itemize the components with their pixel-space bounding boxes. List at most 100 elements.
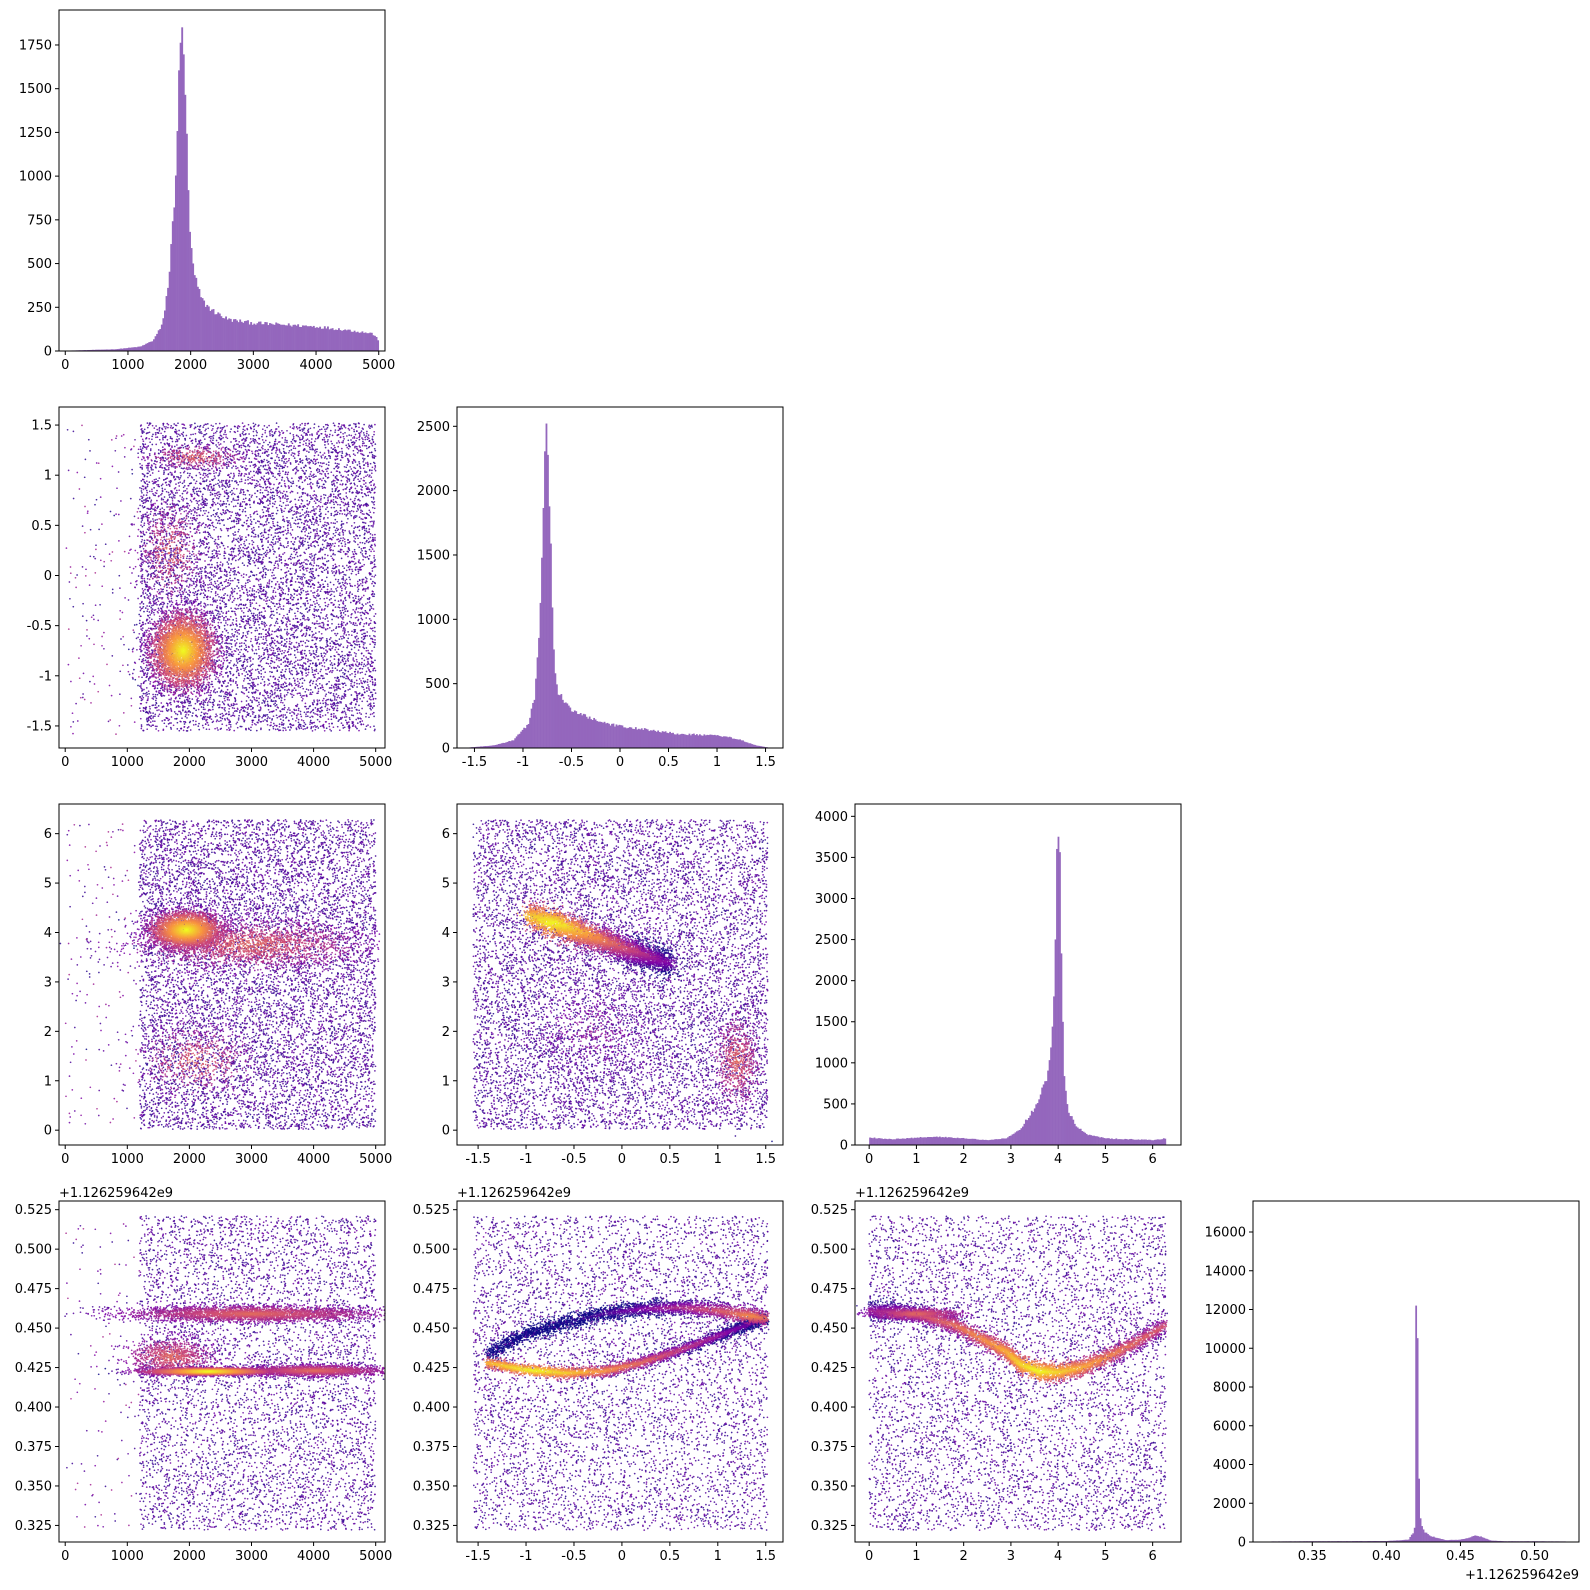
scatter-point — [366, 690, 368, 692]
scatter-point — [310, 498, 312, 500]
scatter-point — [357, 590, 359, 592]
scatter-point — [310, 660, 312, 662]
scatter-point — [203, 510, 205, 512]
scatter-point — [230, 673, 232, 675]
scatter-point — [268, 629, 270, 631]
scatter-point — [216, 430, 218, 432]
scatter-point — [231, 480, 233, 482]
scatter-point — [150, 513, 152, 515]
scatter-point — [217, 508, 219, 510]
scatter-point — [262, 567, 264, 569]
scatter-point — [340, 426, 342, 428]
scatter-point — [293, 597, 295, 599]
scatter-point — [169, 532, 171, 534]
scatter-point — [217, 613, 219, 615]
scatter-point — [281, 485, 283, 487]
scatter-point — [110, 511, 112, 513]
scatter-point — [278, 457, 280, 459]
scatter-point — [207, 604, 209, 606]
scatter-point — [237, 687, 239, 689]
scatter-point — [292, 517, 294, 519]
x-tick-label: 1000 — [111, 358, 144, 373]
scatter-point — [171, 510, 173, 512]
scatter-point — [223, 524, 225, 526]
scatter-point — [162, 606, 164, 608]
y-tick-label: 750 — [27, 213, 52, 228]
scatter-point — [359, 562, 361, 564]
scatter-point — [163, 472, 165, 474]
scatter-point — [235, 466, 237, 468]
scatter-point — [85, 459, 87, 461]
scatter-point — [276, 513, 278, 515]
scatter-point — [158, 597, 160, 599]
scatter-point — [213, 510, 215, 512]
scatter-point — [230, 428, 232, 430]
scatter-point — [187, 472, 189, 474]
scatter-point — [273, 492, 275, 494]
scatter-point — [308, 640, 310, 642]
scatter-point — [243, 643, 245, 645]
scatter-point — [164, 580, 166, 582]
scatter-point — [188, 602, 190, 604]
scatter-point — [372, 454, 374, 456]
scatter-point — [147, 721, 149, 723]
scatter-point — [313, 462, 315, 464]
scatter-point — [247, 517, 249, 519]
scatter-point — [355, 516, 357, 518]
scatter-point — [268, 522, 270, 524]
scatter-point — [291, 449, 293, 451]
scatter-point — [230, 563, 232, 565]
scatter-point — [294, 612, 296, 614]
scatter-point — [229, 484, 231, 486]
scatter-point — [348, 425, 350, 427]
scatter-point — [146, 543, 148, 545]
scatter-point — [136, 624, 138, 626]
y-tick-label: 500 — [27, 257, 52, 272]
scatter-point — [272, 546, 274, 548]
scatter-point — [276, 612, 278, 614]
scatter-point — [157, 513, 159, 515]
scatter-point — [263, 586, 265, 588]
scatter-point — [372, 537, 374, 539]
scatter-point — [222, 665, 224, 667]
scatter-point — [147, 563, 149, 565]
scatter-point — [291, 674, 293, 676]
scatter-point — [213, 555, 215, 557]
scatter-point — [281, 479, 283, 481]
scatter-point — [272, 495, 274, 497]
scatter-point — [245, 646, 247, 648]
scatter-point — [264, 528, 266, 530]
scatter-point — [327, 441, 329, 443]
scatter-point — [197, 609, 199, 611]
scatter-point — [134, 679, 136, 681]
scatter-point — [143, 611, 145, 613]
scatter-point — [319, 618, 321, 620]
scatter-point — [373, 455, 375, 457]
scatter-point — [207, 619, 209, 621]
scatter-point — [304, 728, 306, 730]
scatter-point — [361, 430, 363, 432]
scatter-point — [334, 595, 336, 597]
scatter-point — [276, 704, 278, 706]
scatter-point — [353, 527, 355, 529]
scatter-point — [341, 695, 343, 697]
scatter-point — [361, 633, 363, 635]
scatter-point — [253, 541, 255, 543]
scatter-point — [289, 729, 291, 731]
scatter-point — [286, 442, 288, 444]
scatter-point — [98, 529, 100, 531]
scatter-point — [244, 511, 246, 513]
scatter-point — [286, 613, 288, 615]
scatter-point — [257, 535, 259, 537]
scatter-point — [362, 458, 364, 460]
scatter-point — [263, 506, 265, 508]
scatter-point — [194, 423, 196, 425]
scatter-point — [374, 488, 376, 490]
scatter-point — [276, 689, 278, 691]
scatter-point — [247, 579, 249, 581]
scatter-point — [284, 677, 286, 679]
y-tick-label: 1000 — [19, 170, 52, 185]
scatter-point — [286, 446, 288, 448]
scatter-point — [341, 638, 343, 640]
